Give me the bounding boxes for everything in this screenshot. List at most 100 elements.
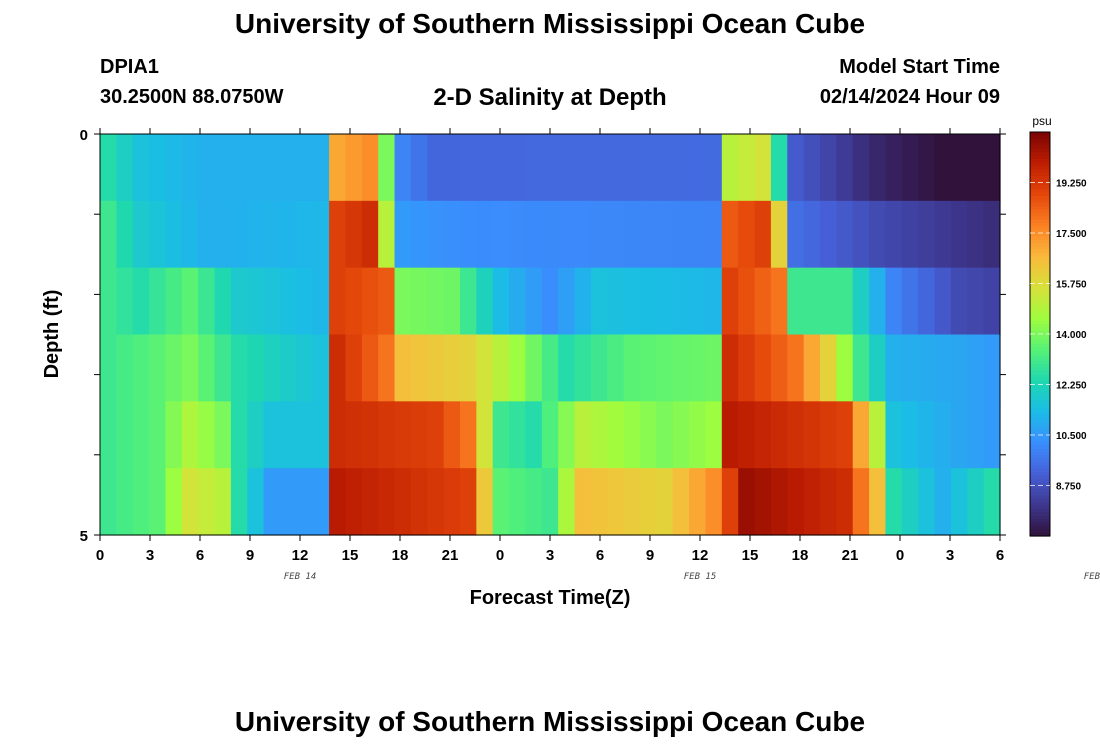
heatmap-cell: [198, 401, 216, 469]
heatmap-cell: [394, 134, 412, 202]
colorbar-segment: [1030, 344, 1050, 349]
y-axis-label: Depth (ft): [41, 290, 63, 379]
heatmap-cell: [181, 468, 199, 536]
colorbar-segment: [1030, 286, 1050, 291]
x-tick-label: 15: [742, 547, 759, 564]
heatmap-cell: [983, 468, 1001, 536]
heatmap-cell: [705, 134, 723, 202]
x-tick-label: 6: [996, 547, 1004, 564]
date-label: FEB 15: [684, 572, 717, 582]
heatmap-cell: [427, 134, 445, 202]
heatmap-cell: [541, 334, 559, 402]
y-tick-label: 0: [80, 127, 88, 144]
heatmap-cell: [950, 267, 968, 336]
heatmap-cell: [705, 401, 723, 469]
heatmap-cell: [656, 267, 674, 336]
heatmap-cell: [165, 468, 183, 536]
heatmap-cell: [443, 267, 461, 336]
heatmap-cell: [934, 200, 952, 269]
heatmap-cell: [476, 200, 494, 269]
heatmap-cell: [558, 468, 576, 536]
colorbar-segment: [1030, 451, 1050, 456]
heatmap-cell: [967, 267, 985, 336]
heatmap-cell: [492, 468, 510, 536]
heatmap-cell: [214, 401, 232, 469]
heatmap-cell: [689, 334, 707, 402]
colorbar-segment: [1030, 367, 1050, 372]
heatmap-cell: [721, 401, 739, 469]
colorbar-segment: [1030, 310, 1050, 315]
colorbar-segment: [1030, 300, 1050, 305]
heatmap-cell: [149, 401, 167, 469]
colorbar-segment: [1030, 455, 1050, 460]
heatmap-cell: [934, 468, 952, 536]
colorbar-segment: [1030, 273, 1050, 278]
y-axis-ticks: 05: [80, 127, 1006, 545]
colorbar-segment: [1030, 461, 1050, 466]
heatmap-cell: [836, 401, 854, 469]
heatmap-cell: [312, 334, 330, 402]
heatmap-cell: [410, 200, 428, 269]
colorbar-segment: [1030, 448, 1050, 453]
colorbar-segment: [1030, 414, 1050, 419]
x-tick-label: 0: [96, 547, 104, 564]
heatmap-cell: [492, 401, 510, 469]
heatmap-cell: [525, 468, 543, 536]
colorbar-segment: [1030, 509, 1050, 514]
heatmap-cell: [361, 468, 379, 536]
heatmap-cell: [345, 267, 363, 336]
colorbar-segment: [1030, 303, 1050, 308]
heatmap-cell: [296, 334, 314, 402]
heatmap-cell: [296, 468, 314, 536]
heatmap-cell: [378, 468, 396, 536]
heatmap-cell: [820, 401, 837, 469]
heatmap-cell: [149, 334, 167, 402]
colorbar-segment: [1030, 152, 1050, 157]
heatmap-cell: [329, 401, 347, 469]
colorbar-segment: [1030, 293, 1050, 298]
heatmap-cell: [950, 401, 968, 469]
colorbar-segment: [1030, 529, 1050, 534]
heatmap-cell: [460, 200, 477, 269]
heatmap-cell: [705, 334, 723, 402]
station-coordinates: 30.2500N 88.0750W: [100, 86, 284, 108]
colorbar-segment: [1030, 280, 1050, 285]
colorbar: 19.250 17.500 15.750 14.000 12.250 10.500 8.75…: [1029, 131, 1087, 537]
heatmap-cell: [214, 200, 232, 269]
heatmap-cell: [623, 334, 641, 402]
colorbar-segment: [1030, 401, 1050, 406]
colorbar-tick-label: 14.000: [1056, 330, 1087, 341]
heatmap-cell: [672, 267, 690, 336]
heatmap-cell: [689, 401, 707, 469]
x-tick-label: 6: [196, 547, 204, 564]
heatmap-cell: [738, 468, 756, 536]
heatmap-cell: [672, 468, 690, 536]
heatmap-cell: [230, 200, 248, 269]
heatmap-cell: [607, 134, 625, 202]
heatmap-cell: [378, 134, 396, 202]
heatmap-cell: [263, 468, 281, 536]
colorbar-tick-label: 17.500: [1056, 229, 1087, 240]
heatmap-cell: [623, 200, 641, 269]
x-tick-label: 0: [496, 547, 504, 564]
heatmap-cell: [198, 267, 216, 336]
heatmap-cell: [492, 200, 510, 269]
heatmap-cell: [378, 334, 396, 402]
heatmap-cell: [116, 267, 134, 336]
heatmap-cell: [116, 334, 134, 402]
heatmap-cell: [214, 334, 232, 402]
heatmap-cell: [787, 468, 805, 536]
heatmap-cell: [590, 267, 608, 336]
heatmap-cell: [410, 134, 428, 202]
heatmap-cell: [181, 401, 199, 469]
heatmap-cell: [934, 334, 952, 402]
colorbar-segment: [1030, 148, 1050, 153]
heatmap-cell: [770, 200, 788, 269]
heatmap-cell: [918, 334, 936, 402]
heatmap-cell: [198, 468, 216, 536]
colorbar-segment: [1030, 505, 1050, 510]
heatmap-cell: [623, 401, 641, 469]
heatmap-cell: [820, 334, 837, 402]
colorbar-segment: [1030, 276, 1050, 281]
heatmap-cell: [852, 134, 870, 202]
